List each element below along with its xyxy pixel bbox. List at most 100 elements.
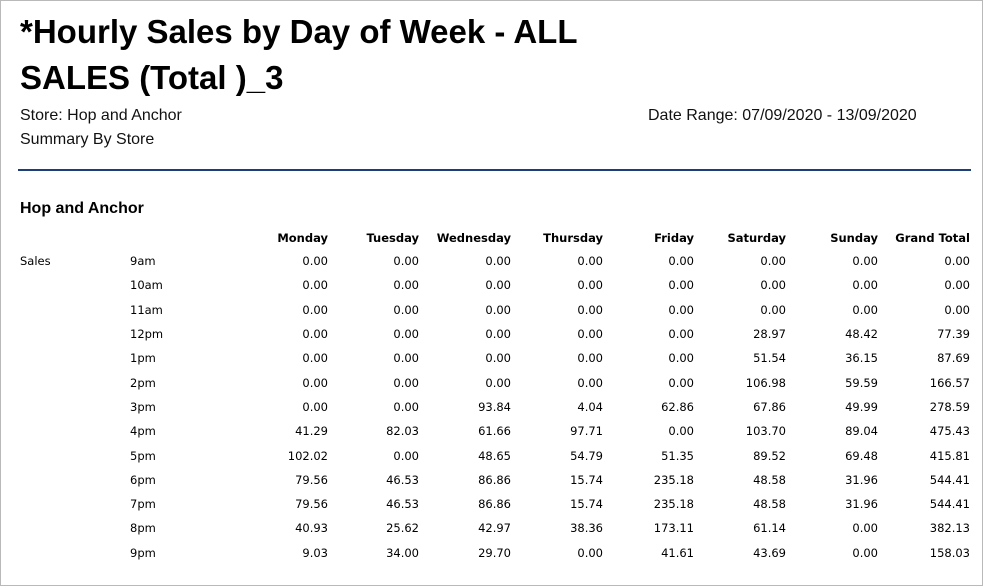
sales-value-cell: 62.86 [661, 399, 694, 414]
grand-total-cell: 544.41 [929, 472, 970, 487]
metric-label [20, 298, 130, 322]
metric-label [20, 443, 130, 467]
sales-value-cell: 0.00 [668, 254, 694, 269]
sales-value-cell: 29.70 [478, 545, 511, 560]
sales-value-cell: 0.00 [577, 545, 603, 560]
sales-value-cell: 36.15 [845, 351, 878, 366]
metric-label [20, 419, 130, 443]
date-range: Date Range: 07/09/2020 - 13/09/2020 [648, 107, 917, 124]
sales-value-cell: 49.99 [845, 399, 878, 414]
column-header: Saturday [727, 231, 786, 245]
metric-label [20, 370, 130, 394]
sales-value-cell: 0.00 [393, 448, 419, 463]
table-body: Sales 9am 0.00 0.00 0.00 0.00 0.00 0.00 0.00 0.00… [20, 249, 970, 565]
sales-value-cell: 0.00 [760, 302, 786, 317]
hour-label: 7pm [130, 497, 156, 512]
sales-value-cell: 51.35 [661, 448, 694, 463]
sales-value-cell: 0.00 [668, 375, 694, 390]
table-row: 12pm 0.00 0.00 0.00 0.00 0.00 28.97 48.42 77.39 [20, 322, 970, 346]
sales-value-cell: 4.04 [577, 399, 603, 414]
sales-value-cell: 0.00 [485, 351, 511, 366]
sales-value-cell: 61.66 [478, 424, 511, 439]
table-row: 1pm 0.00 0.00 0.00 0.00 0.00 51.54 36.15 87.69 [20, 346, 970, 370]
hour-label: 1pm [130, 351, 156, 366]
metric-column-header [20, 227, 130, 249]
table-row: 11am 0.00 0.00 0.00 0.00 0.00 0.00 0.00 0.00 [20, 298, 970, 322]
sales-value-cell: 0.00 [485, 278, 511, 293]
sales-value-cell: 54.79 [570, 448, 603, 463]
sales-value-cell: 0.00 [302, 351, 328, 366]
sales-value-cell: 48.42 [845, 327, 878, 342]
header-divider [18, 169, 971, 171]
hour-label: 4pm [130, 424, 156, 439]
table-row: 2pm 0.00 0.00 0.00 0.00 0.00 106.98 59.59 166.57 [20, 370, 970, 394]
sales-value-cell: 86.86 [478, 472, 511, 487]
sales-value-cell: 0.00 [393, 327, 419, 342]
sales-value-cell: 0.00 [393, 375, 419, 390]
sales-value-cell: 103.70 [745, 424, 786, 439]
metric-label [20, 492, 130, 516]
table-row: Sales 9am 0.00 0.00 0.00 0.00 0.00 0.00 0.00 0.00 [20, 249, 970, 273]
sales-value-cell: 0.00 [760, 278, 786, 293]
sales-value-cell: 0.00 [302, 375, 328, 390]
metric-label [20, 541, 130, 565]
sales-value-cell: 0.00 [668, 424, 694, 439]
sales-value-cell: 0.00 [668, 302, 694, 317]
hour-label: 3pm [130, 399, 156, 414]
sales-value-cell: 0.00 [668, 327, 694, 342]
sales-value-cell: 93.84 [478, 399, 511, 414]
sales-value-cell: 41.61 [661, 545, 694, 560]
sales-value-cell: 0.00 [852, 521, 878, 536]
sales-value-cell: 51.54 [753, 351, 786, 366]
grand-total-cell: 0.00 [944, 302, 970, 317]
sales-value-cell: 89.04 [845, 424, 878, 439]
sales-value-cell: 0.00 [485, 254, 511, 269]
column-header: Wednesday [436, 231, 511, 245]
section-title: Hop and Anchor [20, 200, 144, 217]
hour-label: 9pm [130, 545, 156, 560]
table-row: 10am 0.00 0.00 0.00 0.00 0.00 0.00 0.00 0.00 [20, 273, 970, 297]
hour-label: 2pm [130, 375, 156, 390]
sales-value-cell: 0.00 [485, 375, 511, 390]
sales-value-cell: 0.00 [577, 302, 603, 317]
grand-total-cell: 0.00 [944, 254, 970, 269]
sales-value-cell: 0.00 [577, 254, 603, 269]
sales-value-cell: 0.00 [668, 278, 694, 293]
sales-value-cell: 42.97 [478, 521, 511, 536]
sales-value-cell: 0.00 [577, 327, 603, 342]
sales-value-cell: 86.86 [478, 497, 511, 512]
sales-value-cell: 102.02 [287, 448, 328, 463]
grand-total-cell: 382.13 [929, 521, 970, 536]
grand-total-cell: 0.00 [944, 278, 970, 293]
hour-label: 6pm [130, 472, 156, 487]
sales-value-cell: 0.00 [302, 327, 328, 342]
sales-value-cell: 0.00 [302, 278, 328, 293]
sales-value-cell: 235.18 [653, 472, 694, 487]
sales-value-cell: 25.62 [386, 521, 419, 536]
sales-value-cell: 0.00 [393, 351, 419, 366]
table-row: 3pm 0.00 0.00 93.84 4.04 62.86 67.86 49.99 278.5… [20, 395, 970, 419]
sales-value-cell: 0.00 [393, 278, 419, 293]
grand-total-cell: 158.03 [929, 545, 970, 560]
grand-total-cell: 77.39 [937, 327, 970, 342]
column-header: Friday [654, 231, 694, 245]
sales-value-cell: 43.69 [753, 545, 786, 560]
sales-value-cell: 67.86 [753, 399, 786, 414]
sales-value-cell: 48.58 [753, 472, 786, 487]
sales-value-cell: 0.00 [393, 399, 419, 414]
sales-value-cell: 79.56 [295, 497, 328, 512]
sales-value-cell: 173.11 [653, 521, 694, 536]
metric-label [20, 468, 130, 492]
sales-value-cell: 15.74 [570, 497, 603, 512]
sales-value-cell: 0.00 [760, 254, 786, 269]
sales-value-cell: 0.00 [485, 302, 511, 317]
grand-total-cell: 87.69 [937, 351, 970, 366]
table-row: 9pm 9.03 34.00 29.70 0.00 41.61 43.69 0.00 158.0… [20, 541, 970, 565]
metric-label [20, 395, 130, 419]
hour-column-header [130, 227, 200, 249]
sales-value-cell: 0.00 [668, 351, 694, 366]
column-header: Grand Total [895, 231, 970, 245]
table-row: 5pm 102.02 0.00 48.65 54.79 51.35 89.52 69.48 41… [20, 443, 970, 467]
sales-value-cell: 97.71 [570, 424, 603, 439]
sales-value-cell: 0.00 [577, 375, 603, 390]
